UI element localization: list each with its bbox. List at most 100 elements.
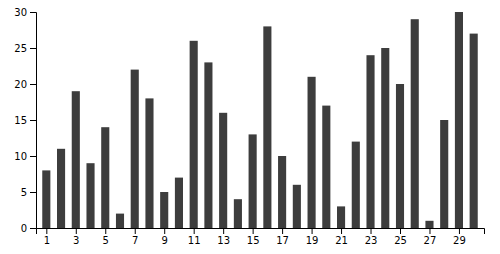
x-tick: 3: [73, 228, 79, 246]
bar: [145, 98, 153, 228]
x-tick: 15: [247, 228, 260, 246]
bar: [219, 113, 227, 228]
bar: [425, 221, 433, 228]
x-axis: 1357911131517192123252729: [37, 228, 485, 246]
x-tick-mark: [253, 228, 254, 234]
y-tick-mark: [30, 12, 36, 13]
y-tick: 5: [21, 187, 36, 198]
x-tick-label: 5: [103, 235, 109, 246]
bar: [204, 62, 212, 228]
x-tick: 13: [217, 228, 230, 246]
y-tick-mark: [30, 84, 36, 85]
x-tick: 9: [162, 228, 168, 246]
x-tick-label: 19: [306, 235, 319, 246]
x-tick: 25: [394, 228, 407, 246]
x-tick-label: 21: [335, 235, 348, 246]
x-tick: 21: [335, 228, 348, 246]
plot-area: [42, 12, 477, 228]
bar: [116, 214, 124, 228]
x-tick-mark: [135, 228, 136, 234]
y-tick-mark: [30, 156, 36, 157]
bar: [263, 26, 271, 228]
x-tick: 1: [44, 228, 50, 246]
bar: [411, 19, 419, 228]
x-tick: 29: [453, 228, 466, 246]
y-tick-label: 30: [14, 7, 27, 18]
x-tick-mark: [371, 228, 372, 234]
bar: [57, 149, 65, 228]
bar: [278, 156, 286, 228]
x-tick-mark: [312, 228, 313, 234]
x-tick-mark: [194, 228, 195, 234]
x-tick-label: 23: [365, 235, 378, 246]
x-tick-mark: [400, 228, 401, 234]
y-tick-mark: [30, 48, 36, 49]
chart: 1357911131517192123252729051015202530: [0, 0, 500, 254]
bar: [440, 120, 448, 228]
y-tick: 0: [21, 223, 36, 234]
bar: [396, 84, 404, 228]
x-tick-label: 15: [247, 235, 260, 246]
bar: [101, 127, 109, 228]
bar: [352, 142, 360, 228]
y-tick: 15: [14, 115, 36, 126]
x-tick-mark: [429, 228, 430, 234]
x-tick: 19: [306, 228, 319, 246]
bar: [175, 178, 183, 228]
y-tick-label: 15: [14, 115, 27, 126]
bar: [470, 34, 478, 228]
bar: [366, 55, 374, 228]
y-axis-line: [30, 13, 37, 229]
bar: [131, 70, 139, 228]
bar: [190, 41, 198, 228]
bar: [234, 199, 242, 228]
x-tick-mark: [341, 228, 342, 234]
y-tick: 20: [14, 79, 36, 90]
y-tick-label: 10: [14, 151, 27, 162]
y-tick: 10: [14, 151, 36, 162]
x-tick-mark: [223, 228, 224, 234]
y-tick-mark: [30, 120, 36, 121]
bar: [42, 170, 50, 228]
x-tick-label: 25: [394, 235, 407, 246]
y-tick-label: 0: [21, 223, 27, 234]
y-axis: 0 5 10 15 20 25 30: [14, 7, 36, 234]
x-tick: 27: [424, 228, 437, 246]
y-tick-label: 5: [21, 187, 27, 198]
x-tick-label: 17: [276, 235, 289, 246]
x-tick-mark: [164, 228, 165, 234]
bar: [381, 48, 389, 228]
bar: [308, 77, 316, 228]
x-tick-label: 11: [188, 235, 201, 246]
y-tick: 30: [14, 7, 36, 18]
x-tick-mark: [46, 228, 47, 234]
bar: [322, 106, 330, 228]
x-tick-label: 29: [453, 235, 466, 246]
bar: [86, 163, 94, 228]
x-tick-mark: [105, 228, 106, 234]
x-tick-label: 3: [73, 235, 79, 246]
x-tick: 7: [132, 228, 138, 246]
bar: [455, 12, 463, 228]
x-tick: 23: [365, 228, 378, 246]
x-tick-mark: [76, 228, 77, 234]
y-tick-mark: [30, 228, 36, 229]
y-tick-label: 25: [14, 43, 27, 54]
x-tick-mark: [282, 228, 283, 234]
x-tick: 11: [188, 228, 201, 246]
y-tick: 25: [14, 43, 36, 54]
x-tick-mark: [459, 228, 460, 234]
bar: [337, 206, 345, 228]
x-tick-label: 9: [162, 235, 168, 246]
x-axis-line: [37, 229, 485, 235]
x-tick-label: 1: [44, 235, 50, 246]
x-tick-label: 7: [132, 235, 138, 246]
y-tick-label: 20: [14, 79, 27, 90]
x-tick-label: 13: [217, 235, 230, 246]
x-tick: 5: [103, 228, 109, 246]
bar: [72, 91, 80, 228]
x-tick-label: 27: [424, 235, 437, 246]
bar: [249, 134, 257, 228]
x-tick: 17: [276, 228, 289, 246]
bar: [293, 185, 301, 228]
